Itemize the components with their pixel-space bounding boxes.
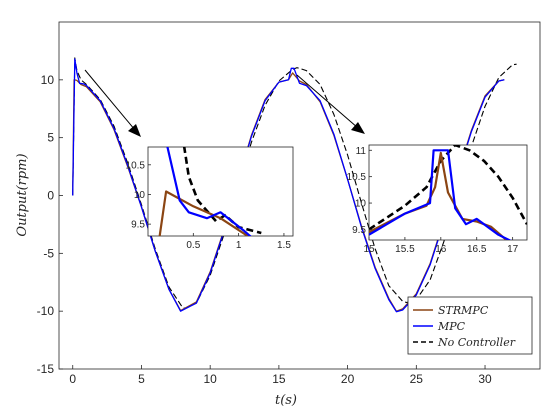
- zoom-arrows: [84, 69, 365, 137]
- series-line-no-controller: [72, 57, 517, 309]
- inset-line-strmpc: [158, 190, 249, 236]
- inset-y-tick-label: 11: [356, 146, 367, 157]
- x-tick-label: 5: [138, 372, 145, 386]
- inset-frame: [147, 146, 294, 237]
- legend: STRMPC MPC No Controller: [407, 296, 533, 355]
- inset-x-tick-label: 15: [363, 244, 375, 255]
- inset-y-tick-label: 9.5: [352, 225, 366, 236]
- inset-line-mpc: [369, 149, 512, 240]
- inset-x-tick-label: 0.5: [186, 240, 200, 251]
- zoom-arrow-1-head: [128, 124, 141, 137]
- y-tick-label: -10: [37, 304, 55, 318]
- x-axis-label: t(s): [275, 393, 297, 408]
- inset-series-lines: [369, 145, 527, 240]
- legend-label-no-controller: No Controller: [437, 336, 516, 349]
- inset-x-tick-label: 17: [507, 244, 519, 255]
- y-tick-label: -5: [43, 246, 54, 260]
- y-tick-label: 0: [47, 189, 54, 203]
- y-tick-label: 5: [47, 131, 54, 145]
- zoom-arrow-2: [296, 74, 359, 129]
- y-tick-label: -15: [37, 362, 55, 376]
- x-tick-label: 15: [272, 372, 286, 386]
- legend-label-mpc: MPC: [437, 320, 466, 333]
- inset-x-tick-label: 16.5: [467, 244, 487, 255]
- inset-x-tick-label: 16: [435, 244, 447, 255]
- inset-zoom-1: 0.5 1 1.5 9.5 10 10.5: [126, 146, 294, 251]
- inset-line-no-controller: [369, 145, 527, 231]
- inset-x-tick-label: 1: [236, 240, 242, 251]
- inset-x-tick-label: 15.5: [395, 244, 415, 255]
- inset-zoom-2: 15 15.5 16 16.5 17 9.5 10 10.5 11: [347, 144, 528, 255]
- zoom-arrow-2-head: [351, 122, 365, 134]
- inset-y-tick-label: 10.5: [126, 160, 146, 171]
- y-tick-label: 10: [41, 73, 55, 87]
- x-tick-label: 25: [410, 372, 424, 386]
- y-axis-label: Output(rpm): [15, 153, 30, 236]
- inset-y-tick-label: 10: [134, 190, 146, 201]
- inset-y-tick-label: 10.5: [347, 172, 367, 183]
- zoom-arrow-1: [84, 69, 136, 131]
- series-line-mpc: [72, 58, 505, 313]
- x-tick-label: 30: [478, 372, 492, 386]
- inset-line-mpc: [166, 147, 252, 236]
- x-tick-label: 0: [69, 372, 76, 386]
- inset-x-tick-label: 1.5: [277, 240, 291, 251]
- legend-label-strmpc: STRMPC: [438, 304, 489, 317]
- inset-y-tick-label: 9.5: [131, 220, 145, 231]
- main-series-lines: [72, 57, 517, 313]
- main-axis-ticks: 0 5 10 15 20 25 30 -15 -10 -5 0 5 10: [37, 73, 492, 386]
- x-tick-label: 10: [203, 372, 217, 386]
- inset-y-tick-label: 10: [355, 199, 367, 210]
- x-tick-label: 20: [341, 372, 355, 386]
- inset-series-lines: [158, 147, 262, 236]
